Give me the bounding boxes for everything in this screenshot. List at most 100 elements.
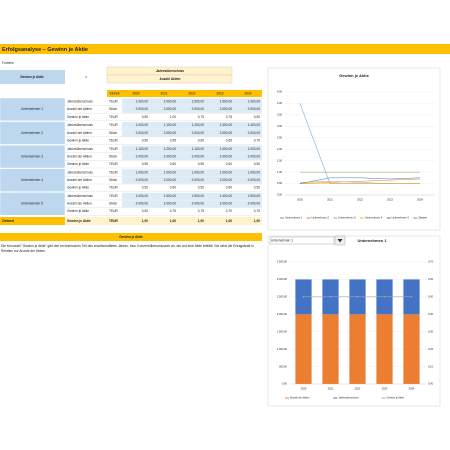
company-cell (0, 97, 66, 121)
input-cell (234, 122, 262, 129)
line-point (329, 296, 332, 298)
y2-tick-label: 0,70 (428, 260, 434, 264)
dropdown-arrow (337, 239, 343, 243)
cell-value: 0,50 (254, 162, 260, 166)
cell-value: 1.000,00 (136, 100, 149, 104)
y-tick-label: 3,00 (277, 124, 283, 128)
cell-value: 2.000,00 (220, 107, 233, 111)
x-tick-label: 2021 (327, 198, 333, 202)
legend-label: Unternehmen 3 (338, 217, 356, 220)
legend-label: Gewinn je Aktie (387, 397, 405, 400)
bar-segment (349, 314, 366, 384)
input-cell (122, 176, 150, 184)
x-tick-label: 2023 (382, 387, 388, 391)
header-op: x (85, 75, 87, 79)
unit: Stück (109, 202, 117, 206)
y-tick-label: 3.500,00 (277, 260, 288, 264)
legend-label: Jahresüberschuss (338, 397, 359, 400)
input-cell (150, 192, 178, 200)
legend-label: Unternehmen 1 (285, 217, 303, 220)
input-cell (150, 145, 178, 153)
input-cell (206, 192, 234, 200)
input-cell (150, 176, 178, 184)
input-cell (122, 145, 150, 153)
cell-value: 1.500,00 (192, 100, 205, 104)
input-cell (122, 200, 150, 208)
input-cell (150, 122, 178, 129)
row-label: Gewinn je Aktie (67, 115, 89, 119)
company-name: Unternehmen 5 (21, 202, 43, 206)
cell-value: 1.000,00 (164, 170, 177, 174)
y-tick-label: 4,00 (277, 101, 283, 105)
row-label: Gewinn je Aktie (67, 209, 89, 213)
input-cell (234, 129, 262, 137)
row-label: Anzahl der Aktien (67, 154, 92, 158)
row-label: Gewinn je Aktie (67, 162, 89, 166)
input-cell (122, 153, 150, 160)
y-tick-label: 0,00 (277, 193, 283, 197)
input-cell (178, 122, 206, 129)
description-box: Die Kennzahl "Gewinn je Aktie" gibt den … (1, 244, 254, 253)
bar-segment (376, 314, 393, 384)
cell-value: 0,60 (170, 162, 176, 166)
dropdown-value[interactable]: Unternehmen 1 (271, 238, 293, 242)
row-label: Anzahl der Aktien (67, 131, 92, 135)
header-denominator: Anzahl Aktien (160, 77, 181, 81)
legend-label: Zielwert (418, 217, 427, 220)
cell-value: 1.000,00 (136, 194, 149, 198)
cell-value: 2.000,00 (192, 178, 205, 182)
input-cell (178, 106, 206, 113)
input-cell (178, 169, 206, 176)
cell-value: 0,55 (170, 138, 176, 142)
cell-value: 1,00 (170, 115, 176, 119)
cell-value: 0,50 (198, 186, 204, 190)
x-tick-label: 2022 (355, 387, 361, 391)
cell-value: 2.000,00 (164, 202, 177, 206)
cell-value: 1.300,00 (220, 123, 233, 127)
cell-value: 2.000,00 (220, 154, 233, 158)
line-point (410, 296, 413, 298)
cell-value: 1,00 (170, 219, 176, 223)
input-cell (150, 169, 178, 176)
y-tick-label: 2,50 (277, 135, 283, 139)
row-label: Jahresüberschuss (67, 194, 93, 198)
title-bar (0, 44, 450, 54)
x-tick-label: 2021 (328, 387, 334, 391)
company-cell (0, 192, 66, 216)
unit: Stück (109, 178, 117, 182)
unit: Stück (109, 154, 117, 158)
x-tick-label: 2024 (417, 198, 423, 202)
company-name: Unternehmen 3 (21, 154, 43, 158)
input-cell (178, 192, 206, 200)
unit: Stück (109, 131, 117, 135)
unit: TEUR (109, 186, 118, 190)
dropdown[interactable] (269, 236, 335, 245)
unit: TEUR (109, 123, 118, 127)
y2-tick-label: 0,60 (428, 277, 434, 281)
cell-value: 2.000,00 (136, 154, 149, 158)
input-cell (234, 153, 262, 160)
header-label: Gewinn je Aktie (20, 75, 44, 79)
cell-value: 1.200,00 (164, 147, 177, 151)
cell-value: 1.500,00 (192, 194, 205, 198)
cell-value: 1.400,00 (248, 123, 261, 127)
cell-value: 2.000,00 (192, 107, 205, 111)
column-header-cell (150, 90, 178, 97)
series-line (299, 178, 421, 184)
line-point (383, 296, 386, 298)
company-name: Unternehmen 4 (21, 178, 43, 182)
y-tick-label: 4,50 (277, 90, 283, 94)
input-cell (122, 129, 150, 137)
cell-value: 1.400,00 (220, 194, 233, 198)
y2-tick-label: 0,40 (428, 312, 434, 316)
unit: TEUR (109, 219, 118, 223)
column-header-cell (234, 90, 262, 97)
cell-value: 0,50 (142, 209, 148, 213)
y2-tick-label: 0,30 (428, 329, 434, 333)
y-tick-label: 500,00 (279, 364, 287, 368)
company-cell (0, 144, 66, 169)
cell-value: 1,00 (226, 219, 232, 223)
chart-frame (267, 67, 441, 231)
cell-value: 1.500,00 (248, 194, 261, 198)
cell-value: 0,55 (142, 162, 148, 166)
